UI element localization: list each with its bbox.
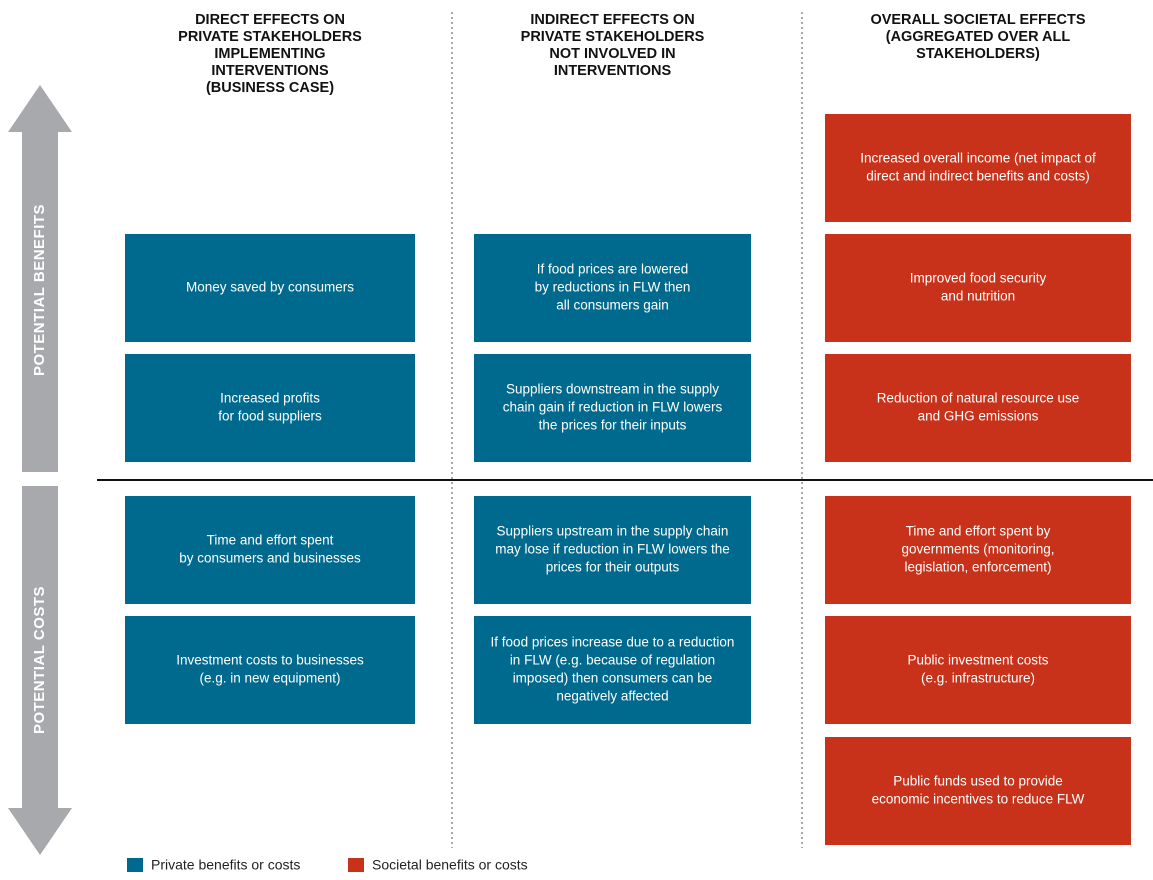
legend-swatch	[348, 858, 364, 872]
box-text: Public investment costs	[907, 653, 1048, 668]
box-text: If food prices are lowered	[537, 262, 689, 277]
effect-box	[825, 616, 1131, 724]
box-text: economic incentives to reduce FLW	[872, 792, 1085, 807]
effect-box	[125, 496, 415, 604]
box-text: Money saved by consumers	[186, 280, 354, 295]
box-text: by consumers and businesses	[179, 551, 361, 566]
column-header: (AGGREGATED OVER ALL	[886, 29, 1071, 45]
box-text: all consumers gain	[556, 298, 669, 313]
effect-box	[825, 496, 1131, 604]
box-text: by reductions in FLW then	[535, 280, 691, 295]
effect-box	[825, 114, 1131, 222]
box-text: legislation, enforcement)	[904, 560, 1051, 575]
effect-box	[474, 354, 751, 462]
box-text: direct and indirect benefits and costs)	[866, 169, 1090, 184]
box-text: chain gain if reduction in FLW lowers	[503, 400, 723, 415]
box-text: imposed) then consumers can be	[513, 671, 713, 686]
column-header: IMPLEMENTING	[214, 46, 325, 62]
legend-label: Societal benefits or costs	[372, 857, 528, 873]
legend-swatch	[127, 858, 143, 872]
box-text: and nutrition	[941, 289, 1015, 304]
box-text: Improved food security	[910, 271, 1047, 286]
box-text: the prices for their inputs	[539, 418, 687, 433]
effect-box	[125, 234, 415, 342]
effect-box	[474, 496, 751, 604]
box-text: Suppliers upstream in the supply chain	[497, 524, 729, 539]
effect-box	[125, 354, 415, 462]
box-text: Time and effort spent	[207, 533, 334, 548]
box-text: Suppliers downstream in the supply	[506, 382, 719, 397]
box-text: Time and effort spent by	[906, 524, 1051, 539]
effect-box	[474, 234, 751, 342]
column-header: OVERALL SOCIETAL EFFECTS	[870, 12, 1085, 28]
box-text: governments (monitoring,	[901, 542, 1054, 557]
effect-box	[825, 737, 1131, 845]
box-text: (e.g. infrastructure)	[921, 671, 1035, 686]
column-header: NOT INVOLVED IN	[549, 46, 675, 62]
box-text: in FLW (e.g. because of regulation	[510, 653, 715, 668]
column-header: INDIRECT EFFECTS ON	[530, 12, 694, 28]
column-header: PRIVATE STAKEHOLDERS	[178, 29, 362, 45]
box-text: Investment costs to businesses	[176, 653, 364, 668]
column-header: DIRECT EFFECTS ON	[195, 12, 345, 28]
box-text: negatively affected	[556, 689, 668, 704]
effect-box	[474, 616, 751, 724]
side-label: POTENTIAL COSTS	[31, 586, 48, 734]
column-header: STAKEHOLDERS)	[916, 46, 1040, 62]
box-text: Increased profits	[220, 391, 320, 406]
box-text: Reduction of natural resource use	[877, 391, 1080, 406]
legend-label: Private benefits or costs	[151, 857, 300, 873]
benefits-arrow	[8, 85, 72, 472]
effect-box	[825, 354, 1131, 462]
column-header: (BUSINESS CASE)	[206, 80, 334, 96]
box-text: Increased overall income (net impact of	[860, 151, 1096, 166]
box-text: (e.g. in new equipment)	[199, 671, 340, 686]
box-text: If food prices increase due to a reducti…	[491, 635, 735, 650]
column-header: INTERVENTIONS	[554, 63, 672, 79]
effect-box	[825, 234, 1131, 342]
side-label: POTENTIAL BENEFITS	[31, 204, 48, 376]
column-header: INTERVENTIONS	[211, 63, 329, 79]
costs-arrow	[8, 486, 72, 855]
box-text: prices for their outputs	[546, 560, 680, 575]
box-text: may lose if reduction in FLW lowers the	[495, 542, 730, 557]
box-text: for food suppliers	[218, 409, 322, 424]
effect-box	[125, 616, 415, 724]
box-text: Public funds used to provide	[893, 774, 1063, 789]
box-text: and GHG emissions	[918, 409, 1039, 424]
column-header: PRIVATE STAKEHOLDERS	[521, 29, 705, 45]
